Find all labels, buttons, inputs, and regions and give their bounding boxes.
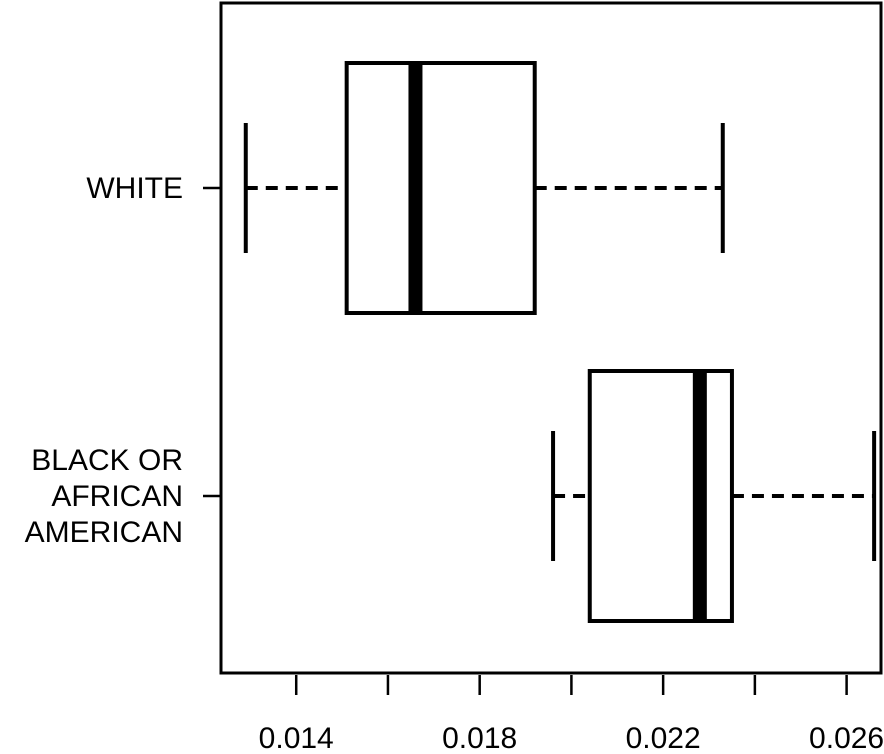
x-tick-label: 0.022 xyxy=(626,722,701,754)
x-tick-label: 0.018 xyxy=(442,722,517,754)
category-label: AFRICAN xyxy=(51,480,183,513)
category-label: BLACK OR xyxy=(31,444,183,477)
plot-frame xyxy=(219,1,883,675)
x-tick-label: 0.014 xyxy=(259,722,334,754)
x-tick-label: 0.026 xyxy=(809,722,884,754)
iqr-box xyxy=(344,61,537,315)
category-label: AMERICAN xyxy=(25,516,183,549)
category-label: WHITE xyxy=(86,172,183,205)
iqr-box xyxy=(587,369,734,623)
